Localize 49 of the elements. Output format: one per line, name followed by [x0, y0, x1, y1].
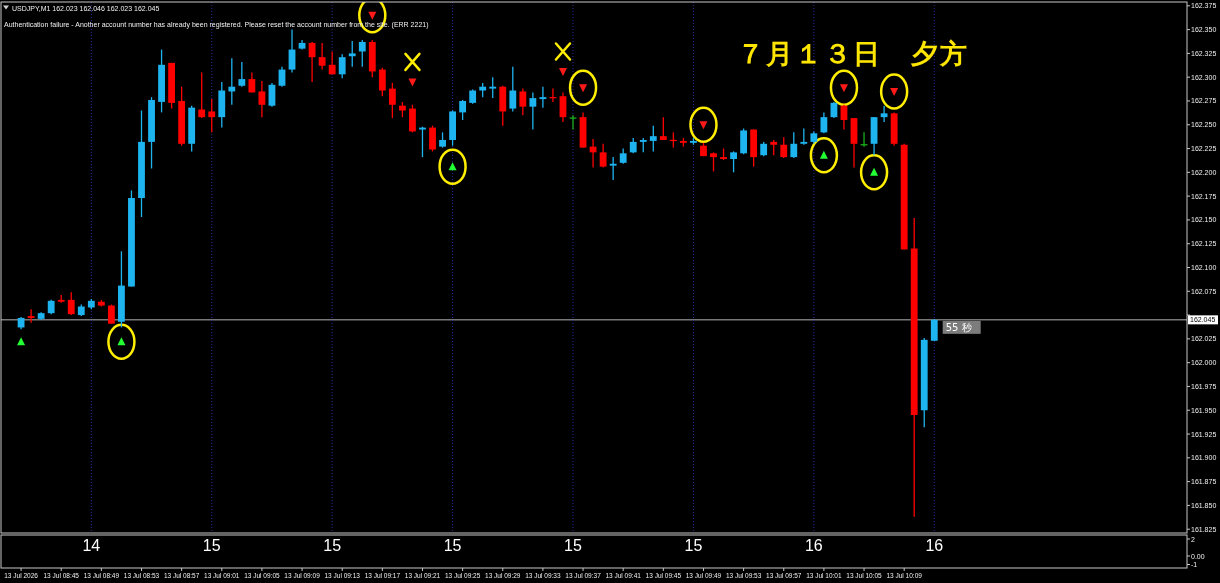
candlestick [318, 42, 326, 71]
candlestick [238, 61, 246, 88]
candlestick [880, 105, 888, 123]
candlestick [107, 303, 115, 325]
annotation: 55 秒 [945, 321, 972, 333]
candlestick [509, 66, 517, 113]
candlestick [930, 318, 938, 342]
candlestick [820, 111, 828, 134]
point [408, 78, 417, 87]
point [558, 67, 567, 76]
candlestick [790, 131, 798, 159]
candlestick [649, 125, 657, 153]
candlestick [388, 82, 396, 119]
ref-line-label: 15 [202, 537, 221, 554]
ref-line-label: 15 [684, 537, 703, 554]
candlestick [419, 126, 426, 158]
candlestick [609, 156, 617, 181]
candlestick [710, 151, 717, 173]
candlestick [67, 291, 75, 316]
ref-line-label: 15 [323, 537, 342, 554]
candlestick [198, 71, 206, 119]
candlestick [519, 87, 527, 116]
candlestick [358, 39, 366, 68]
candlestick [730, 150, 737, 173]
annotation: ７月１３日 夕方 [737, 38, 969, 69]
ref-line-label: 16 [925, 537, 944, 554]
point [17, 337, 26, 346]
candlestick [338, 53, 346, 79]
candlestick [529, 91, 537, 131]
candlestick [568, 114, 578, 131]
candlestick [489, 76, 497, 99]
candlestick [208, 98, 216, 134]
candlestick [378, 67, 386, 97]
ref-line-label: 15 [564, 537, 583, 554]
ref-line-label: 15 [443, 537, 462, 554]
candlestick [258, 80, 266, 118]
candlestick [308, 41, 316, 83]
candlestick [740, 127, 748, 155]
candlestick [459, 99, 467, 121]
candlestick [599, 143, 607, 169]
candlestick [348, 40, 356, 68]
ref-line-label: 16 [804, 537, 823, 554]
candlestick [429, 125, 436, 153]
candlestick [409, 104, 416, 134]
candlestick [27, 308, 35, 324]
candlestick [780, 136, 788, 159]
candlestick [539, 86, 547, 109]
ref-line-label: 14 [82, 537, 101, 554]
candlestick [659, 116, 667, 141]
